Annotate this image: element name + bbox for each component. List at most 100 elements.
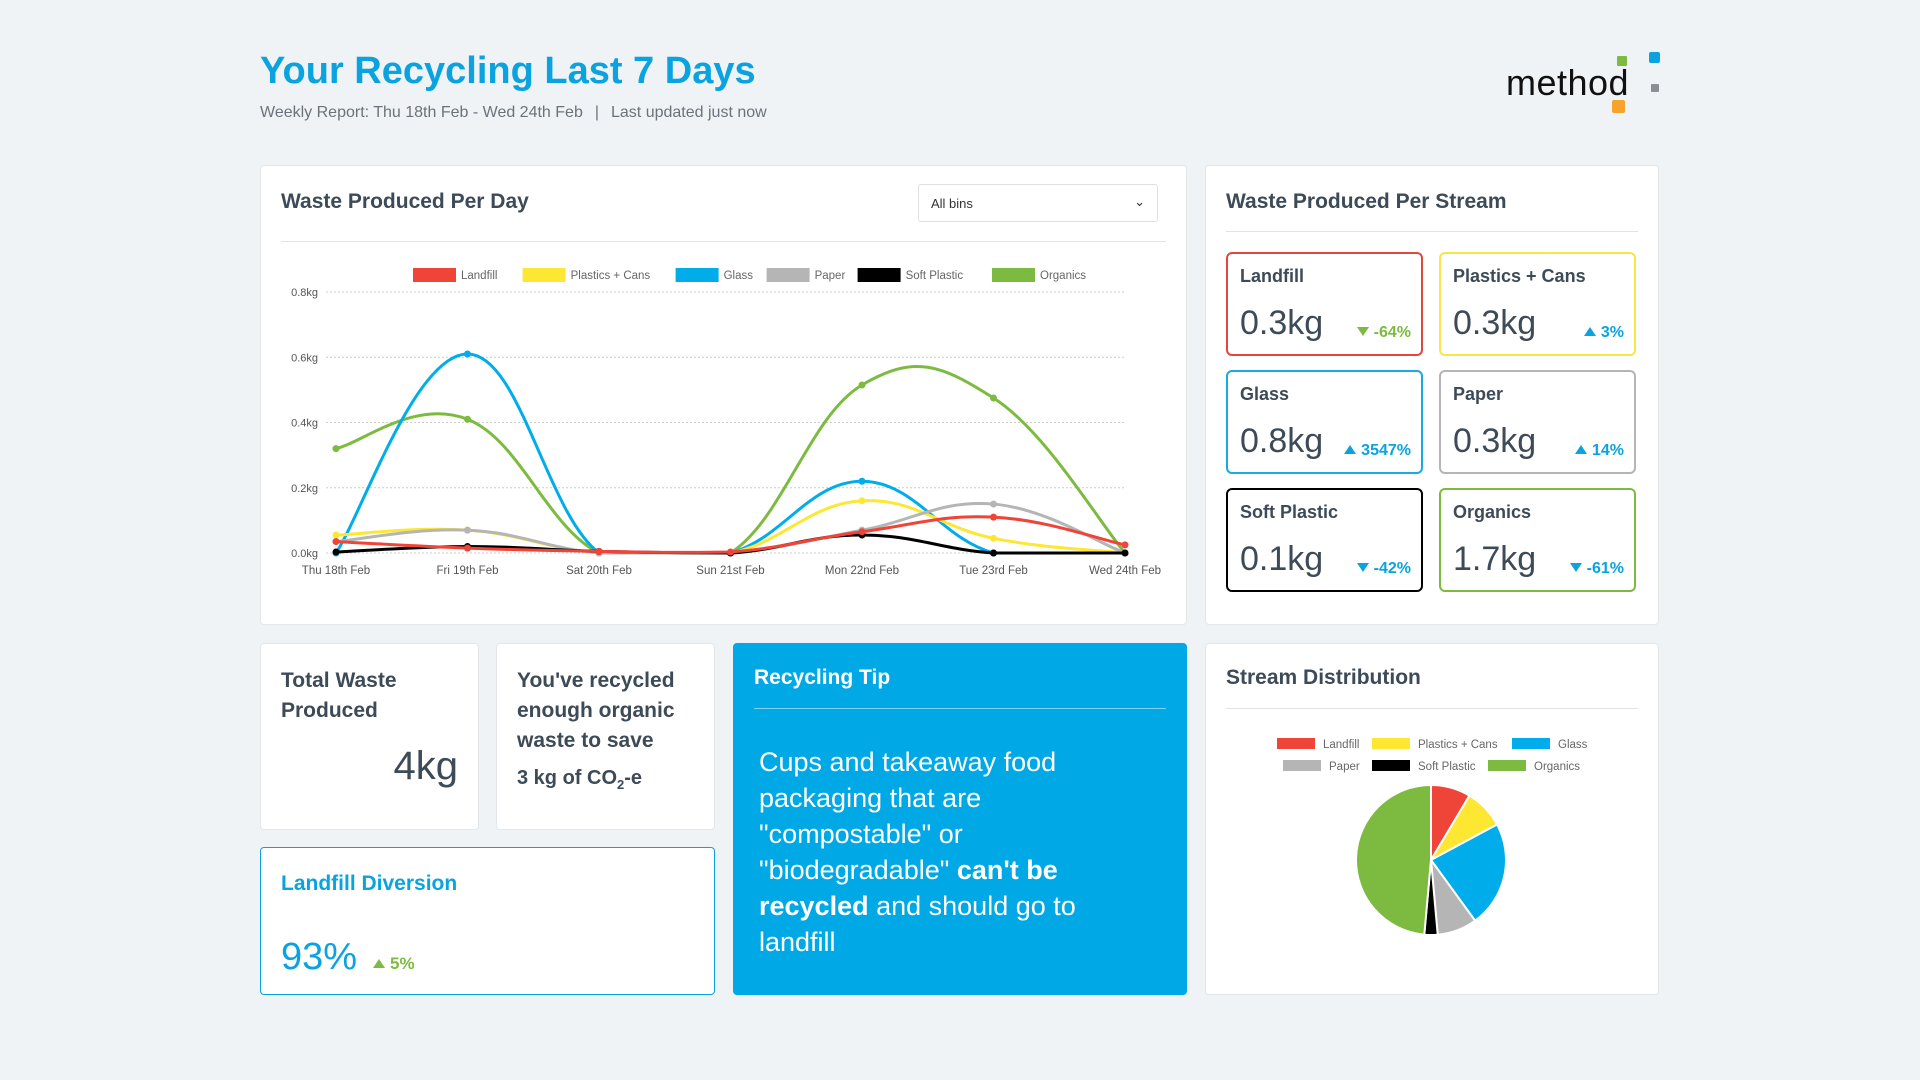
stream-tile-plastics-cans: Plastics + Cans 0.3kg 3% [1439,252,1636,356]
legend-label: Glass [724,270,754,282]
pie-slice-glass[interactable] [1429,823,1507,923]
report-subtitle: Weekly Report: Thu 18th Feb - Wed 24th F… [260,104,767,122]
total-waste-card: Total Waste Produced 4kg [260,643,479,830]
co2-amount: 3 kg of CO2-e [517,767,643,792]
arrow-up-icon [1583,327,1596,336]
data-point[interactable] [332,538,340,546]
data-point[interactable] [464,415,471,423]
stream-tile-glass: Glass 0.8kg 3547% [1226,370,1423,474]
separator: | [594,104,599,121]
data-point[interactable] [332,531,340,539]
stream-value: 0.3kg [1453,422,1537,460]
pie-chart: Landfill Plastics + Cans Glass Paper Soft Pl… [1277,738,1588,936]
data-point[interactable] [464,544,471,552]
legend-label: Plastics + Cans [1418,739,1498,751]
legend-label: Landfill [461,270,497,282]
data-point[interactable] [990,394,997,402]
legend-item[interactable]: Organics [1488,760,1580,773]
arrow-up-icon [373,959,385,968]
pie-slice-organics[interactable] [1355,783,1432,936]
card-title: Total Waste Produced [281,669,397,722]
arrow-down-icon [1569,563,1582,572]
recycling-tip-card: Recycling Tip Cups and takeaway food pac… [733,643,1187,995]
diversion-change: 5% [373,954,415,974]
updated-value: just now [707,104,767,121]
y-tick-label: 0.4kg [291,418,318,430]
card-title: Landfill Diversion [281,872,458,895]
waste-per-stream-card: Waste Produced Per Stream Landfill 0.3kg… [1205,165,1659,625]
legend-label: Glass [1558,739,1588,751]
card-title: Waste Produced Per Day [281,190,529,213]
stream-name: Glass [1240,384,1290,404]
diversion-value: 93% [281,936,358,978]
stream-value: 0.3kg [1453,304,1537,342]
legend-swatch [1512,738,1550,749]
select-value: All bins [931,196,973,211]
data-point[interactable] [464,526,471,534]
data-point[interactable] [1121,541,1129,549]
data-point[interactable] [858,381,866,389]
arrow-up-icon [1344,445,1357,454]
legend-item[interactable]: Soft Plastic [1372,760,1476,773]
data-point[interactable] [464,350,471,358]
data-point[interactable] [990,513,997,521]
legend-item[interactable]: Paper [766,268,846,282]
data-point[interactable] [990,549,997,557]
legend-swatch [857,268,901,282]
card-title: Stream Distribution [1226,666,1421,689]
x-tick-label: Wed 24th Feb [1089,565,1161,577]
stream-change: -64% [1356,324,1411,342]
data-point[interactable] [990,500,997,508]
legend-label: Organics [1040,270,1086,282]
stream-value: 1.7kg [1453,540,1537,578]
stream-value: 0.1kg [1240,540,1324,578]
data-point[interactable] [858,528,866,536]
line-chart: 0.0kg 0.2kg 0.4kg 0.6kg 0.8kg Thu 18th Feb Fri… [291,268,1161,577]
series-line-organics [335,365,1127,555]
legend-label: Landfill [1323,739,1359,751]
report-range: Weekly Report: Thu 18th Feb - Wed 24th F… [260,104,583,121]
legend-label: Plastics + Cans [571,270,651,282]
x-tick-label: Sat 20th Feb [566,565,632,577]
legend-item[interactable]: Glass [675,268,754,282]
data-point[interactable] [727,548,734,556]
arrow-down-icon [1356,563,1369,572]
x-tick-label: Fri 19th Feb [437,565,499,577]
data-point[interactable] [332,548,340,556]
legend-item[interactable]: Plastics + Cans [522,268,651,282]
logo-text: method [1506,62,1630,103]
landfill-diversion-card: Landfill Diversion 93% 5% [260,847,715,995]
data-point[interactable] [332,445,340,453]
y-tick-label: 0.2kg [291,483,318,495]
legend-item[interactable]: Landfill [1277,738,1359,751]
legend-item[interactable]: Plastics + Cans [1372,738,1498,751]
stream-change: 14% [1574,442,1624,460]
data-point[interactable] [990,534,997,542]
legend-swatch [766,268,810,282]
data-point[interactable] [595,547,603,555]
y-tick-label: 0.8kg [291,287,318,299]
stream-tile-landfill: Landfill 0.3kg -64% [1226,252,1423,356]
data-point[interactable] [1121,549,1129,557]
legend-swatch [1283,760,1321,771]
bin-filter-select[interactable]: All bins ⌄ [918,184,1158,222]
data-point[interactable] [858,477,866,485]
updated-label: Last updated [611,104,704,121]
legend-item[interactable]: Landfill [413,268,497,282]
legend-item[interactable]: Glass [1512,738,1588,751]
page-title: Your Recycling Last 7 Days [260,50,756,92]
legend-item[interactable]: Soft Plastic [857,268,964,282]
arrow-up-icon [1574,445,1587,454]
legend-item[interactable]: Paper [1283,760,1360,773]
stream-tile-soft-plastic: Soft Plastic 0.1kg -42% [1226,488,1423,592]
legend-swatch [413,268,456,282]
card-title: Recycling Tip [754,666,891,689]
legend-item[interactable]: Organics [992,268,1086,282]
legend-swatch [1277,738,1315,749]
series-line-landfill [335,515,1126,554]
data-point[interactable] [858,497,866,505]
stream-change: 3% [1583,324,1624,342]
stream-tile-organics: Organics 1.7kg -61% [1439,488,1636,592]
legend-swatch [1488,760,1526,771]
stream-change: -42% [1356,560,1411,578]
